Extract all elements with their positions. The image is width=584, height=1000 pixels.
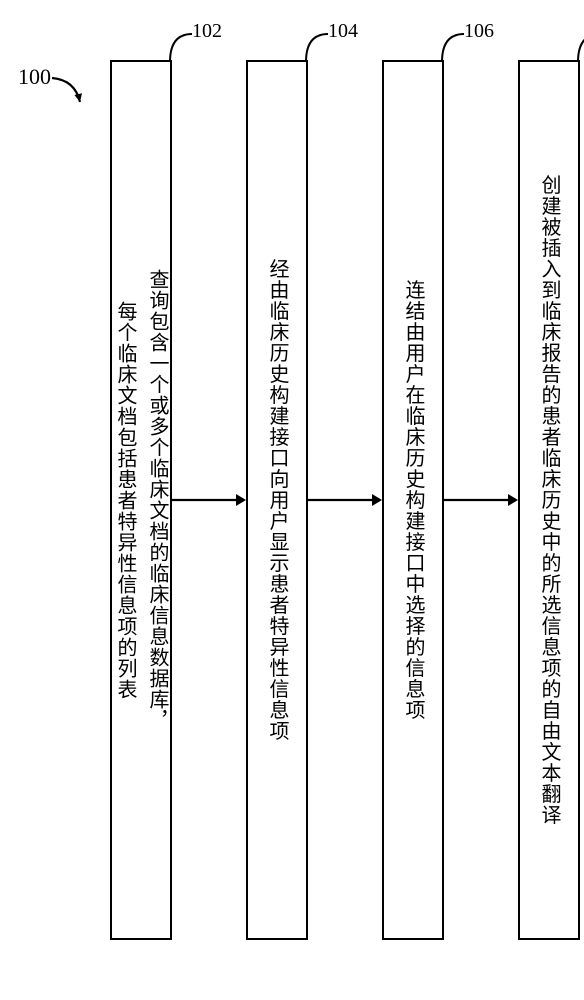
flow-arrow — [444, 490, 520, 510]
flow-step-number: 104 — [328, 20, 358, 43]
flow-step-text: 经由临床历史构建接口向用户显示患者特异性信息项 — [261, 259, 293, 742]
flow-step-text: 查询包含一个或多个临床文档的临床信息数据库， 每个临床文档包括患者特异性信息项的… — [109, 269, 173, 731]
flow-step-number: 106 — [464, 20, 494, 43]
callout-connector — [576, 32, 584, 66]
flow-step-box: 查询包含一个或多个临床文档的临床信息数据库， 每个临床文档包括患者特异性信息项的… — [110, 60, 172, 940]
flow-arrow — [308, 490, 384, 510]
flow-step-text: 创建被插入到临床报告的患者临床历史中的所选信息项的自由文本翻译 — [533, 175, 565, 826]
flow-step-number: 102 — [192, 20, 222, 43]
flow-arrow — [172, 490, 248, 510]
figure-label-arrow — [42, 68, 94, 116]
flow-step-box: 经由临床历史构建接口向用户显示患者特异性信息项 — [246, 60, 308, 940]
flow-step-text: 连结由用户在临床历史构建接口中选择的信息项 — [397, 280, 429, 721]
flow-step-box: 连结由用户在临床历史构建接口中选择的信息项 — [382, 60, 444, 940]
flow-step-box: 创建被插入到临床报告的患者临床历史中的所选信息项的自由文本翻译 — [518, 60, 580, 940]
